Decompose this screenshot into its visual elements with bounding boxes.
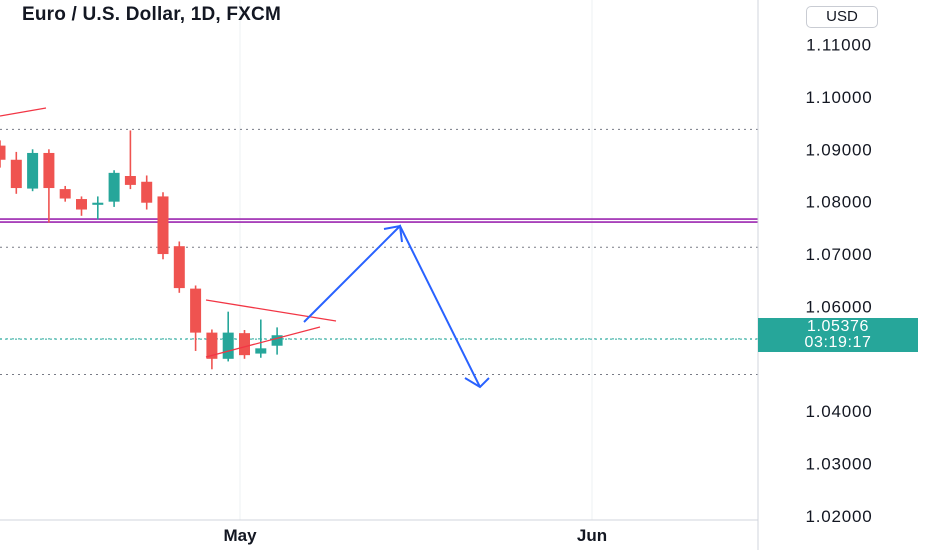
candle xyxy=(173,241,185,293)
triangle-lower-line[interactable] xyxy=(205,326,321,358)
candle xyxy=(222,311,234,362)
horizontal-levels xyxy=(0,128,758,376)
ytick-label: 1.06000 xyxy=(805,297,872,316)
candle-body xyxy=(108,172,120,202)
candle-body xyxy=(173,246,185,289)
last-price-value: 1.05376 xyxy=(806,318,870,335)
bar-countdown: 03:19:17 xyxy=(804,334,872,351)
candle xyxy=(27,149,39,192)
candle-body xyxy=(27,152,39,189)
candle xyxy=(255,319,267,358)
candle-body xyxy=(157,196,169,255)
candle-body xyxy=(59,189,71,199)
chart-title: Euro / U.S. Dollar, 1D, FXCM xyxy=(22,4,281,25)
candle-body xyxy=(239,333,250,356)
candles xyxy=(0,130,283,370)
candle xyxy=(157,192,169,260)
currency-button[interactable]: USD xyxy=(806,6,878,28)
candle xyxy=(124,130,136,190)
ytick-label: 1.10000 xyxy=(805,88,872,107)
candle xyxy=(141,175,153,210)
chart-grid xyxy=(239,0,593,520)
candle xyxy=(190,285,202,351)
candle-body xyxy=(10,159,22,189)
candle-body xyxy=(43,152,55,189)
candle-body xyxy=(141,181,153,203)
candle xyxy=(0,140,6,168)
candle-body xyxy=(255,348,267,354)
projection-path[interactable] xyxy=(303,224,481,388)
candle-body xyxy=(124,176,136,185)
xtick-jun: Jun xyxy=(577,526,607,545)
price-axis-labels: 1.02000 1.03000 1.04000 1.06000 1.07000 1.080… xyxy=(805,36,872,526)
candle xyxy=(108,170,120,207)
ytick-label: 1.07000 xyxy=(805,245,872,264)
triangle-upper-line[interactable] xyxy=(205,299,337,322)
ytick-label: 1.08000 xyxy=(805,193,872,212)
candle-body xyxy=(271,335,283,346)
candle xyxy=(59,185,71,202)
ytick-label: 1.02000 xyxy=(805,507,872,526)
candle-body xyxy=(190,288,202,333)
candle-body xyxy=(76,199,87,210)
time-axis-labels: May Jun xyxy=(223,526,607,545)
candle xyxy=(10,151,22,194)
ytick-label: 1.09000 xyxy=(805,140,872,159)
trendline-top-left[interactable] xyxy=(0,107,47,117)
candle xyxy=(43,149,55,223)
candle xyxy=(206,329,218,370)
candle xyxy=(76,196,87,216)
ytick-label: 1.04000 xyxy=(805,402,872,421)
drawings xyxy=(0,107,490,389)
candle-body xyxy=(222,332,234,359)
candle-body xyxy=(0,145,6,160)
ytick-label: 1.03000 xyxy=(805,455,872,474)
xtick-may: May xyxy=(223,526,257,545)
candle xyxy=(92,196,104,220)
axes xyxy=(0,0,759,550)
candle xyxy=(239,330,250,359)
projection-arrowhead-bottom xyxy=(464,377,490,389)
candle xyxy=(271,327,283,355)
candle-body xyxy=(206,332,218,359)
ytick-label: 1.11000 xyxy=(806,36,872,55)
projection-arrowhead-top xyxy=(383,224,403,243)
last-price-label: 1.05376 03:19:17 xyxy=(758,318,918,352)
candle-body xyxy=(92,202,104,205)
